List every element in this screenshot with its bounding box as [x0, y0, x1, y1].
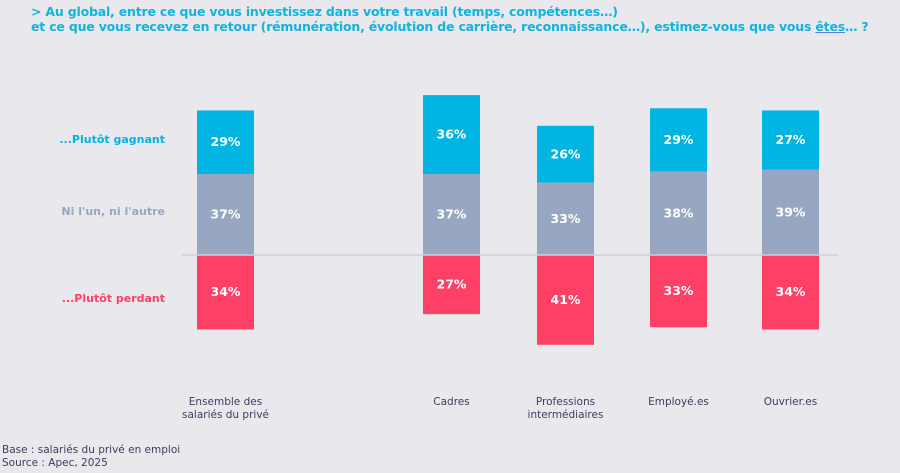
data-label-gagnant: 36%	[437, 127, 467, 142]
title-underlined-word: êtes	[815, 19, 845, 34]
data-label-perdant: 34%	[211, 284, 241, 299]
legend-label-gagnant: ...Plutôt gagnant	[59, 133, 165, 146]
category-label: Employé.es	[614, 396, 744, 409]
bar-perdant	[423, 255, 480, 315]
bar-neutre	[423, 173, 480, 255]
data-label-gagnant: 27%	[776, 132, 806, 147]
category-label-line: Ensemble des	[188, 396, 263, 408]
bar-neutre	[197, 173, 254, 255]
bar-perdant	[762, 255, 819, 330]
bar-perdant	[537, 255, 594, 345]
chart-title: > Au global, entre ce que vous investiss…	[31, 4, 869, 34]
data-label-neutre: 33%	[551, 211, 581, 226]
title-line-2-end: … ?	[844, 19, 869, 34]
category-label: Ensemble des salariés du privé	[161, 396, 291, 422]
title-line-1: > Au global, entre ce que vous investiss…	[31, 4, 618, 19]
category-label-line: Cadres	[433, 396, 470, 408]
bar-gagnant	[762, 110, 819, 170]
category-label: Cadres	[387, 396, 517, 409]
bar-neutre	[650, 171, 707, 255]
data-label-neutre: 37%	[211, 206, 241, 221]
data-label-neutre: 39%	[776, 204, 806, 219]
data-label-gagnant: 26%	[551, 146, 581, 161]
bar-neutre	[537, 182, 594, 255]
category-label-line: Ouvrier.es	[763, 396, 818, 408]
legend-label-perdant: ...Plutôt perdant	[62, 292, 165, 305]
data-label-gagnant: 29%	[664, 132, 694, 147]
bar-gagnant	[537, 125, 594, 183]
bar-perdant	[650, 255, 707, 328]
category-label: Ouvrier.es	[726, 396, 856, 409]
bar-neutre	[762, 169, 819, 255]
data-label-perdant: 33%	[664, 283, 694, 298]
title-line-2: et ce que vous recevez en retour (rémuné…	[31, 19, 869, 34]
data-label-neutre: 37%	[437, 206, 467, 221]
footer-source: Source : Apec, 2025	[2, 457, 108, 469]
title-line-2-text: et ce que vous recevez en retour (rémuné…	[31, 19, 816, 34]
category-label: Professions intermédiaires	[501, 396, 631, 422]
footer-base: Base : salariés du privé en emploi	[2, 444, 181, 456]
bar-gagnant	[423, 95, 480, 174]
category-label-line: Employé.es	[648, 396, 709, 408]
bar-gagnant	[197, 110, 254, 174]
data-label-perdant: 27%	[437, 277, 467, 292]
data-label-perdant: 41%	[551, 292, 581, 307]
bar-perdant	[197, 255, 254, 330]
category-label-line: Professions	[535, 396, 596, 408]
data-label-perdant: 34%	[776, 284, 806, 299]
bar-gagnant	[650, 108, 707, 172]
legend-label-neutre: Ni l'un, ni l'autre	[61, 205, 165, 218]
data-label-gagnant: 29%	[211, 134, 241, 149]
category-label-line: salariés du privé	[182, 409, 269, 421]
data-label-neutre: 38%	[664, 205, 694, 220]
category-label-line: intermédiaires	[527, 409, 604, 421]
